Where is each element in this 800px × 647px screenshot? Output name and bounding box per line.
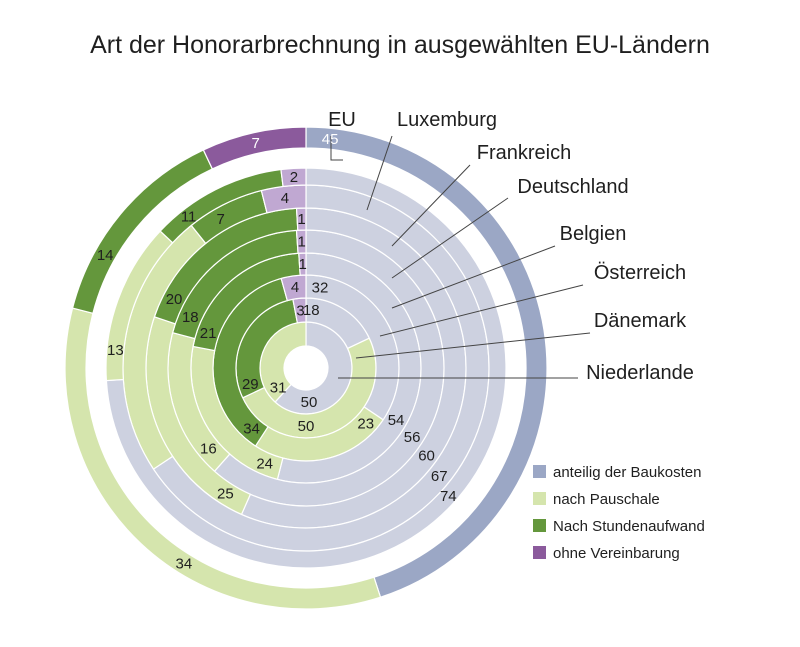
value-label-sterreich-0: 32 (312, 280, 329, 297)
value-label-belgien-1: 24 (256, 455, 273, 472)
value-label-belgien-2: 21 (200, 325, 217, 342)
country-label-niederlande: Niederlande (586, 362, 694, 384)
value-label-luxemburgouter-0: 74 (440, 488, 457, 505)
country-label-eu: EU (328, 109, 356, 131)
legend-swatch-3 (533, 546, 546, 559)
value-label-luxemburg-0: 67 (431, 468, 448, 485)
country-label-sterreich: Österreich (594, 262, 686, 284)
leader-line-belgien (391, 245, 556, 309)
value-label-deutschland-3: 1 (297, 234, 305, 251)
value-label-frankreich-3: 1 (297, 211, 305, 228)
leader-line-frankreich (391, 164, 471, 247)
value-label-eu-0: 45 (322, 131, 339, 148)
value-label-frankreich-1: 25 (217, 485, 234, 502)
legend-swatch-2 (533, 519, 546, 532)
value-label-frankreich-0: 60 (418, 448, 435, 465)
value-label-dnemark-0: 18 (303, 302, 320, 319)
leader-line-sterreich (379, 284, 584, 337)
legend-label-1: nach Pauschale (553, 491, 660, 508)
legend-swatch-0 (533, 465, 546, 478)
leader-line-dnemark (355, 332, 591, 359)
value-label-sterreich-2: 34 (243, 421, 260, 438)
value-label-deutschland-1: 16 (200, 440, 217, 457)
leader-lines (330, 135, 591, 379)
value-label-dnemark-2: 29 (242, 376, 259, 393)
legend-swatch-1 (533, 492, 546, 505)
legend: anteilig der Baukosten nach Pauschale Nach… (533, 464, 705, 562)
value-label-frankreich-2: 20 (166, 291, 183, 308)
rings-layer (64, 126, 548, 610)
value-label-eu-3: 7 (252, 135, 260, 152)
country-label-deutschland: Deutschland (517, 176, 628, 198)
leader-line-eu (330, 136, 343, 161)
value-label-luxemburgouter-2: 11 (181, 209, 197, 226)
value-label-dnemark-1: 50 (298, 418, 315, 435)
segment-eu-3 (202, 126, 307, 170)
country-label-dnemark: Dänemark (594, 310, 687, 332)
leader-line-luxemburg (366, 135, 393, 211)
legend-label-3: ohne Vereinbarung (553, 545, 680, 562)
legend-label-2: Nach Stundenaufwand (553, 518, 705, 535)
value-label-sterreich-1: 23 (357, 415, 374, 432)
value-labels: 5031185029332233445424211561618160252016… (97, 131, 457, 573)
value-label-eu-1: 34 (176, 555, 193, 572)
value-label-sterreich-3: 4 (291, 279, 299, 296)
value-label-dnemark-3: 3 (296, 302, 304, 319)
value-label-eu-2: 14 (97, 247, 114, 264)
chart-title: Art der Honorarbrechnung in ausgewählten… (90, 31, 710, 59)
value-label-niederlande-1: 31 (270, 380, 287, 397)
leader-line-deutschland (391, 197, 509, 279)
value-label-luxemburg-2: 7 (217, 211, 225, 228)
value-label-deutschland-0: 56 (404, 429, 421, 446)
country-labels: EU Luxemburg Frankreich Deutschland Belgien Ö… (328, 109, 694, 384)
country-label-luxemburg: Luxemburg (397, 109, 497, 131)
value-label-niederlande-0: 50 (301, 394, 318, 411)
segment-luxemburgouter-3 (280, 167, 307, 188)
value-label-luxemburgouter-1: 13 (107, 342, 124, 359)
value-label-deutschland-2: 18 (182, 309, 199, 326)
value-label-belgien-0: 54 (388, 412, 405, 429)
value-label-belgien-3: 1 (299, 256, 307, 273)
country-label-frankreich: Frankreich (477, 142, 571, 164)
country-label-belgien: Belgien (560, 223, 627, 245)
legend-label-0: anteilig der Baukosten (553, 464, 701, 481)
value-label-luxemburg-3: 4 (281, 190, 289, 207)
value-label-luxemburgouter-3: 2 (290, 169, 298, 186)
